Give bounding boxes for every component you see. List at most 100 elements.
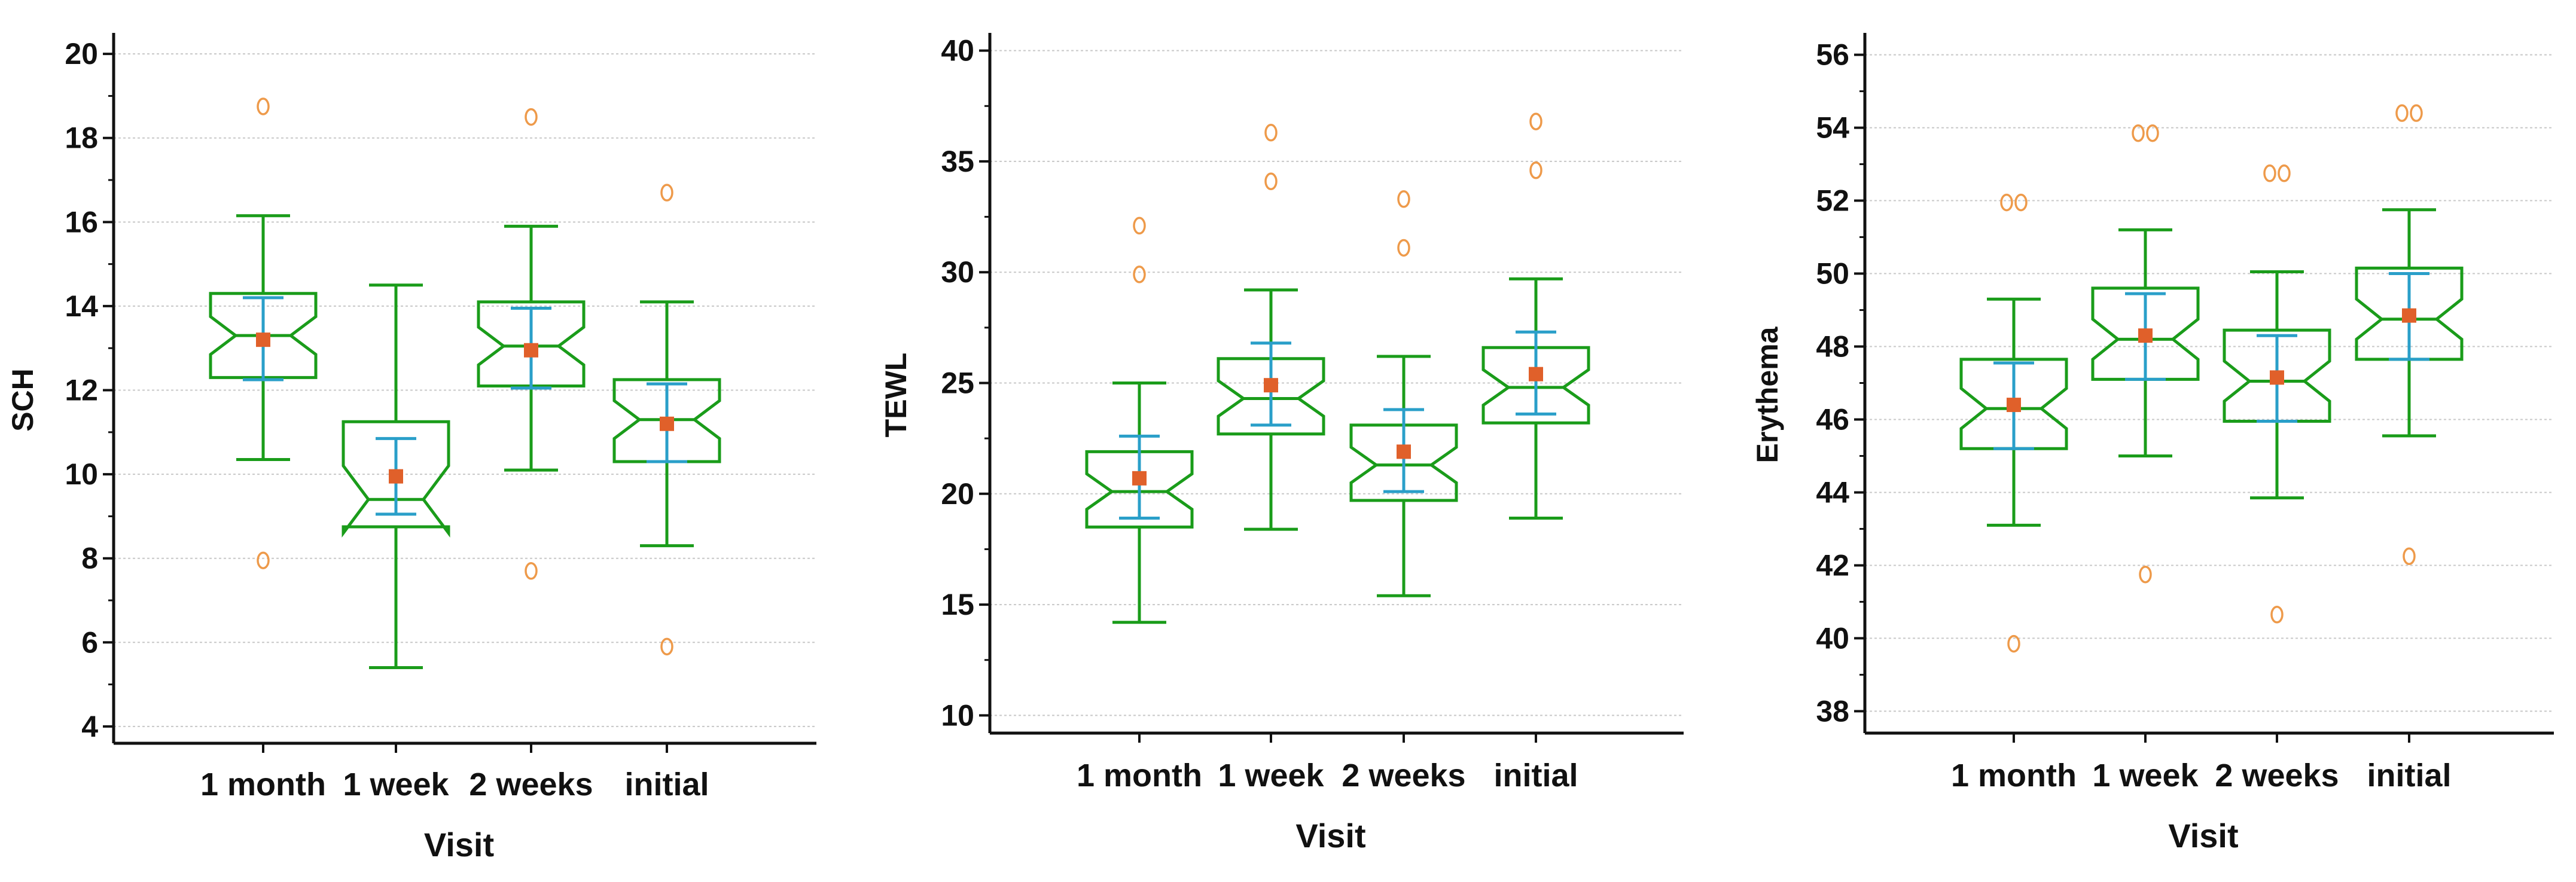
box-3: [2223, 164, 2331, 624]
y-tick-label: 18: [65, 121, 98, 155]
x-category-label: 1 week: [1218, 758, 1324, 794]
y-tick-label: 46: [1816, 402, 1849, 436]
y-tick-label: 15: [941, 588, 974, 621]
y-axis-title: TEWL: [879, 353, 913, 438]
notched-box: [2223, 328, 2331, 423]
outlier-point: [660, 184, 673, 202]
y-axis-title: Erythema: [1751, 326, 1784, 463]
box-4: [612, 184, 721, 656]
x-category-label: 1 month: [200, 767, 326, 802]
outlier-point: [2000, 193, 2013, 212]
mean-marker: [2270, 370, 2284, 385]
x-axis-title: Visit: [1295, 817, 1365, 854]
box-3: [1349, 190, 1458, 597]
y-tick-label: 10: [65, 457, 98, 491]
y-tick-label: 4: [81, 710, 98, 743]
y-tick-label: 40: [941, 34, 974, 68]
y-tick-label: 10: [941, 698, 974, 732]
y-tick-label: 25: [941, 367, 974, 400]
mean-marker: [389, 469, 403, 484]
y-tick-label: 54: [1816, 111, 1849, 145]
x-category-label: initial: [624, 767, 709, 802]
outlier-point: [1264, 172, 1278, 191]
mean-marker: [1264, 378, 1278, 393]
notched-box: [1959, 358, 2068, 450]
notched-box: [477, 300, 586, 387]
y-tick-label: 20: [65, 37, 98, 71]
outlier-point: [2270, 606, 2284, 624]
chart-panel-1: 4 6 8 10 12 14 16 18 20 1 month 1 week 2 weeks initi…: [6, 33, 816, 863]
y-tick-label: 8: [81, 542, 98, 575]
y-tick-label: 38: [1816, 694, 1849, 728]
outlier-point: [2395, 104, 2409, 122]
box-1: [1085, 216, 1194, 624]
notched-box: [209, 292, 318, 379]
outlier-point: [660, 637, 673, 656]
outlier-point: [2278, 164, 2291, 182]
y-tick-label: 35: [941, 145, 974, 178]
outlier-point: [1264, 124, 1278, 142]
notched-box: [2355, 266, 2464, 361]
y-tick-label: 44: [1816, 475, 1849, 509]
x-axis-title: Visit: [2168, 817, 2238, 854]
y-tick-label: 50: [1816, 257, 1849, 291]
x-category-label: 1 week: [343, 767, 449, 802]
mean-marker: [1529, 367, 1543, 382]
y-tick-label: 20: [941, 477, 974, 511]
mean-marker: [524, 343, 538, 358]
notched-box: [342, 420, 450, 538]
y-tick-label: 48: [1816, 330, 1849, 364]
y-tick-label: 40: [1816, 621, 1849, 655]
y-tick-label: 52: [1816, 184, 1849, 218]
outlier-point: [1397, 190, 1410, 208]
y-tick-label: 14: [65, 289, 98, 323]
x-axis-title: Visit: [424, 826, 494, 863]
box-4: [1481, 112, 1590, 520]
x-category-label: 2 weeks: [2215, 758, 2339, 794]
notched-box: [1085, 450, 1194, 529]
mean-marker: [256, 332, 270, 347]
outlier-point: [2007, 634, 2020, 653]
outlier-point: [525, 108, 538, 126]
outlier-point: [1529, 112, 1542, 130]
notched-box: [612, 378, 721, 463]
outlier-point: [2403, 547, 2416, 565]
y-tick-label: 56: [1816, 38, 1849, 72]
mean-marker: [1132, 471, 1147, 486]
outlier-point: [1397, 239, 1410, 257]
outlier-point: [2410, 104, 2423, 122]
box-1: [1959, 193, 2068, 653]
outlier-point: [257, 97, 270, 115]
box-2: [1217, 124, 1325, 531]
y-axis-title: SCH: [6, 368, 39, 432]
box-1: [209, 97, 318, 569]
mean-marker: [2138, 328, 2153, 343]
x-category-label: 1 month: [1077, 758, 1202, 794]
outlier-point: [257, 551, 270, 569]
outlier-point: [2139, 565, 2152, 584]
outlier-point: [2014, 193, 2028, 212]
mean-marker: [2402, 308, 2416, 323]
chart-panel-2: 10 15 20 25 30 35 40 1 month 1 week 2 weeks initia…: [879, 33, 1684, 854]
y-tick-label: 30: [941, 255, 974, 289]
y-tick-label: 42: [1816, 548, 1849, 582]
outlier-point: [1133, 265, 1146, 283]
box-3: [477, 108, 586, 580]
notched-box: [1217, 357, 1325, 436]
outlier-point: [525, 562, 538, 580]
x-category-label: initial: [2367, 758, 2451, 794]
y-tick-label: 16: [65, 205, 98, 239]
outlier-point: [2263, 164, 2276, 182]
box-2: [2091, 124, 2200, 584]
notched-box: [1349, 423, 1458, 502]
x-category-label: 2 weeks: [1342, 758, 1465, 794]
x-category-label: 1 month: [1951, 758, 2077, 794]
y-tick-label: 12: [65, 374, 98, 407]
mean-marker: [2007, 398, 2021, 413]
notched-box: [1481, 346, 1590, 425]
box-2: [342, 283, 450, 669]
x-category-label: initial: [1493, 758, 1578, 794]
box-4: [2355, 104, 2464, 565]
outlier-point: [2146, 124, 2159, 142]
